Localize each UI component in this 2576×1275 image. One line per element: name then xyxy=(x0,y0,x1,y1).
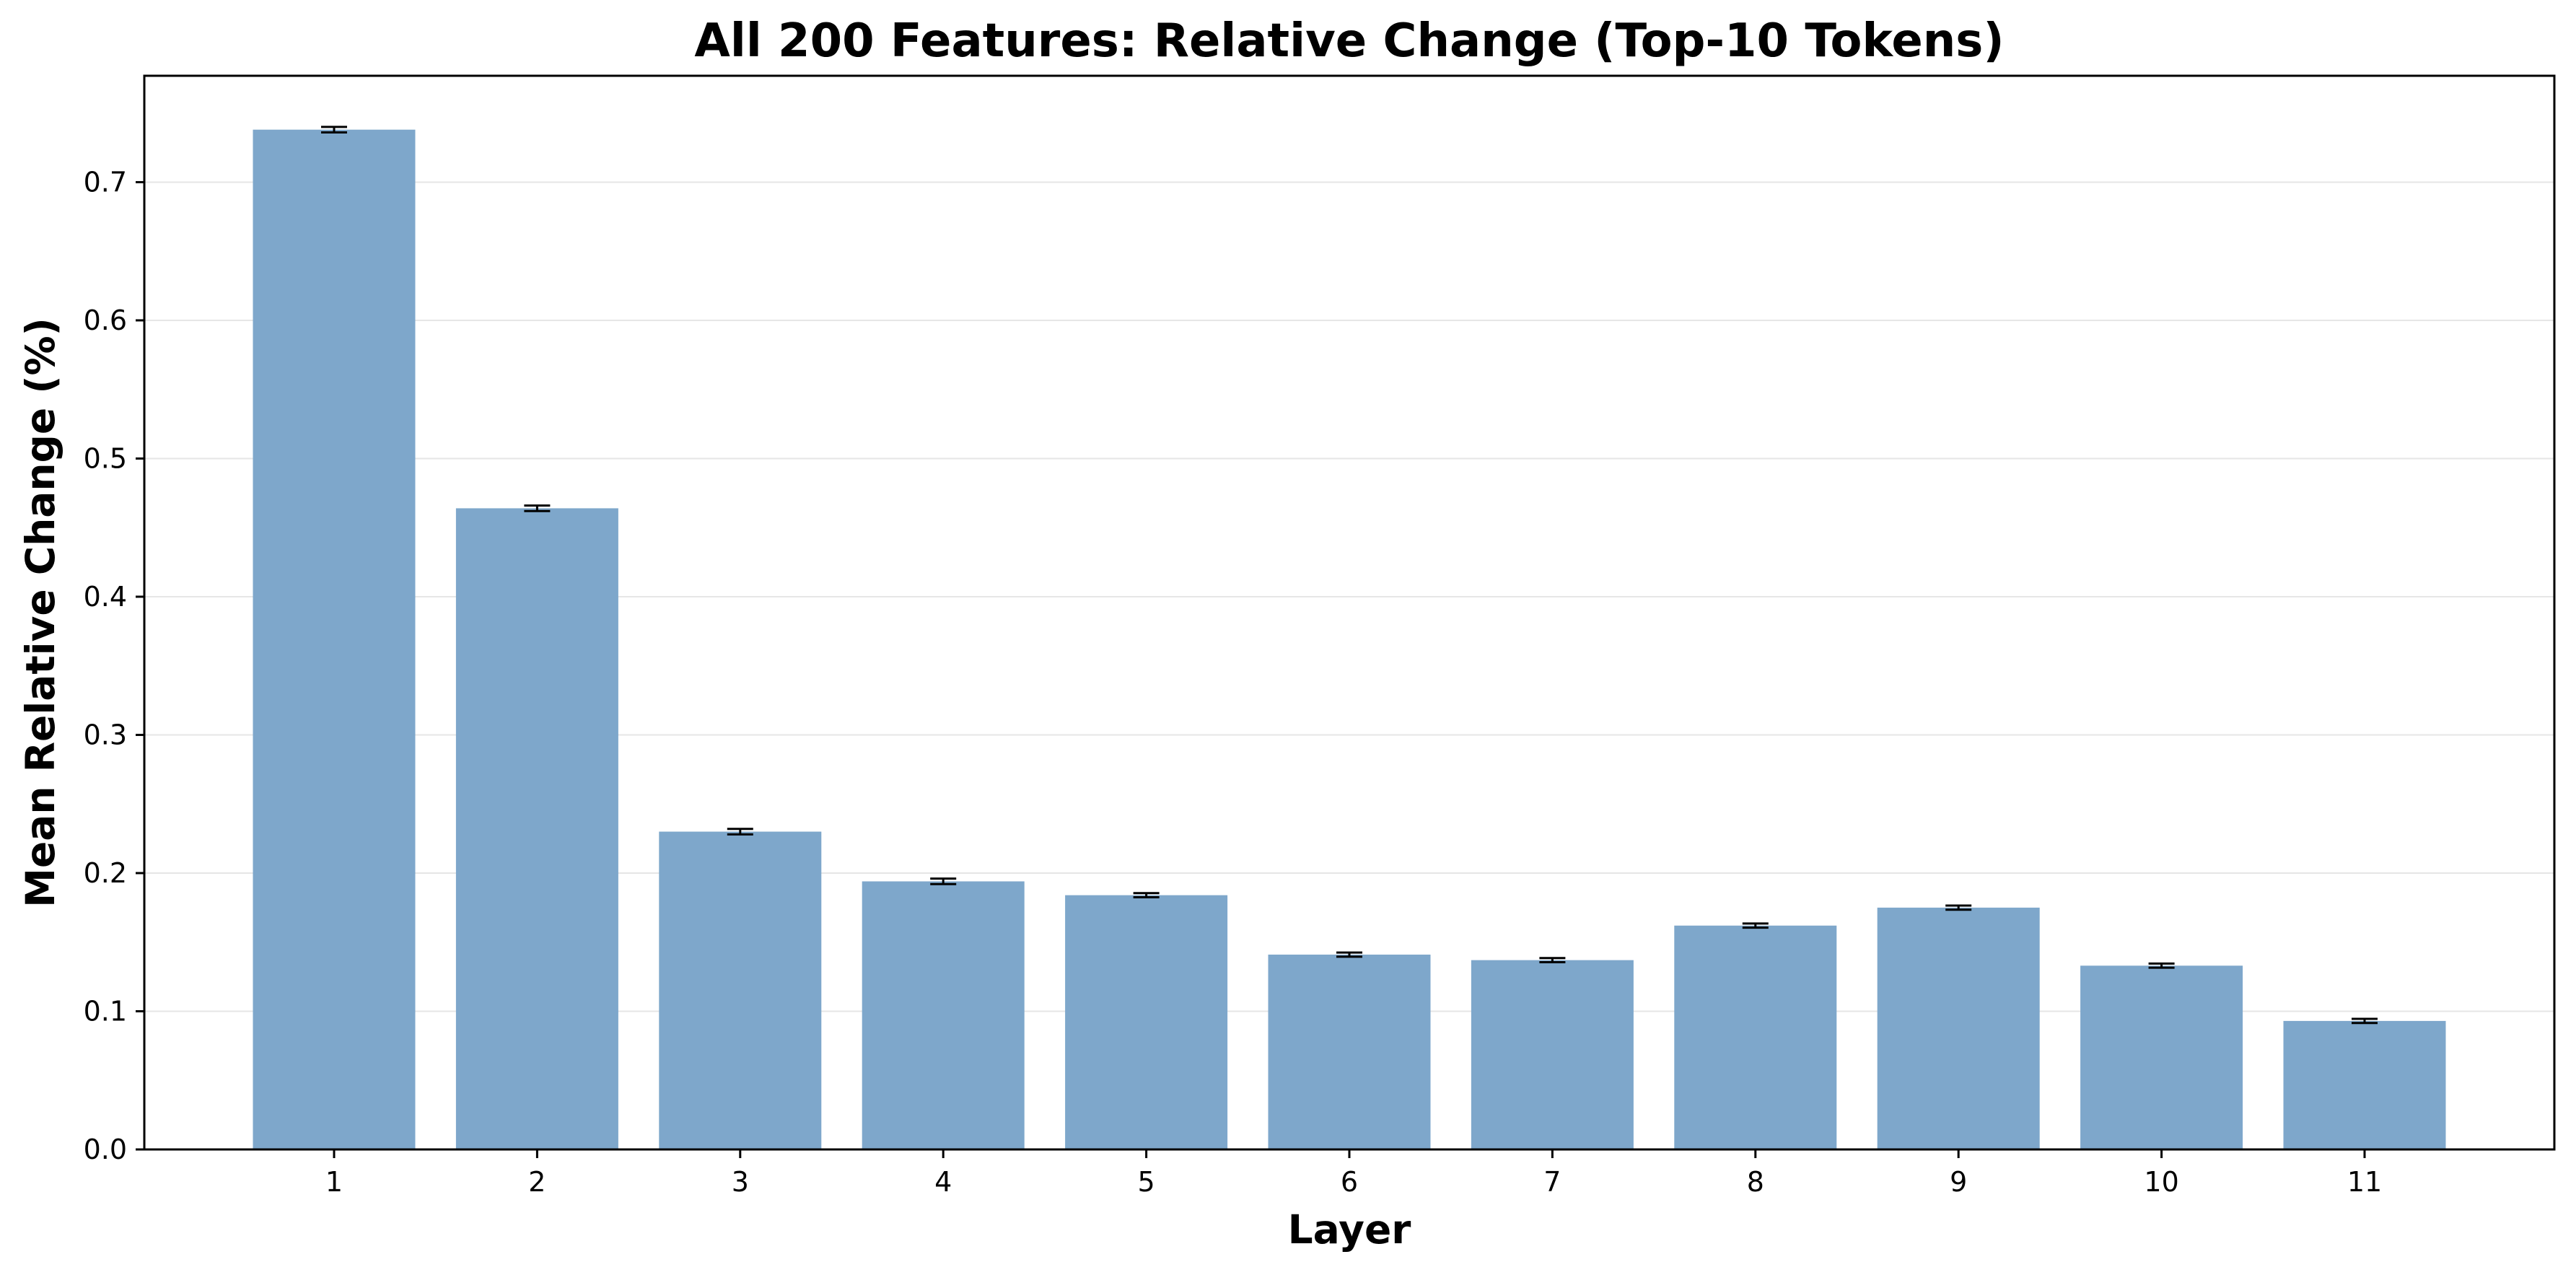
bar-layer-11 xyxy=(2283,1020,2446,1149)
error-bar-layer xyxy=(321,126,2378,1025)
x-tick-label-2: 2 xyxy=(528,1166,546,1198)
error-bar-3 xyxy=(727,828,753,836)
error-bar-9 xyxy=(1945,904,1972,911)
bar-layer xyxy=(253,129,2446,1149)
bar-layer-4 xyxy=(862,881,1025,1149)
error-bar-2 xyxy=(524,504,551,512)
error-bar-8 xyxy=(1742,922,1769,929)
y-tick-label-7: 0.7 xyxy=(84,166,127,198)
error-bar-7 xyxy=(1539,957,1566,964)
error-bar-4 xyxy=(930,877,957,885)
y-tick-label-0: 0.0 xyxy=(84,1134,127,1165)
bar-layer-1 xyxy=(253,129,416,1149)
x-tick-label-11: 11 xyxy=(2347,1166,2382,1198)
y-tick-label-2: 0.2 xyxy=(84,857,127,889)
y-axis-label: Mean Relative Change (%) xyxy=(17,317,63,908)
bar-layer-5 xyxy=(1065,895,1228,1149)
x-tick-label-9: 9 xyxy=(1950,1166,1967,1198)
x-tick-label-6: 6 xyxy=(1341,1166,1358,1198)
x-tick-label-5: 5 xyxy=(1138,1166,1155,1198)
bar-layer-6 xyxy=(1268,954,1431,1149)
y-tick-label-4: 0.4 xyxy=(84,581,127,613)
bar-layer-8 xyxy=(1674,925,1837,1149)
error-bar-10 xyxy=(2148,962,2175,969)
y-tick-label-1: 0.1 xyxy=(84,995,127,1027)
y-tick-layer: 0.0 0.1 0.2 0.3 0.4 0.5 0.6 0.7 xyxy=(84,166,144,1165)
x-tick-label-8: 8 xyxy=(1747,1166,1764,1198)
error-bar-1 xyxy=(321,126,347,134)
bar-layer-10 xyxy=(2080,965,2243,1149)
bar-layer-2 xyxy=(455,508,618,1149)
x-tick-label-4: 4 xyxy=(934,1166,952,1198)
error-bar-6 xyxy=(1336,951,1362,958)
x-axis-label: Layer xyxy=(1288,1206,1411,1253)
y-tick-label-3: 0.3 xyxy=(84,719,127,750)
y-tick-label-5: 0.5 xyxy=(84,442,127,474)
x-tick-label-3: 3 xyxy=(732,1166,749,1198)
y-tick-label-6: 0.6 xyxy=(84,304,127,336)
x-tick-layer: 1 2 3 4 5 6 7 8 9 10 11 xyxy=(325,1149,2382,1198)
bar-layer-9 xyxy=(1877,907,2040,1149)
bar-layer-7 xyxy=(1471,960,1634,1149)
chart-title: All 200 Features: Relative Change (Top-1… xyxy=(694,14,2004,68)
x-tick-label-10: 10 xyxy=(2144,1166,2178,1198)
error-bar-5 xyxy=(1133,892,1160,899)
x-tick-label-1: 1 xyxy=(325,1166,343,1198)
x-tick-label-7: 7 xyxy=(1543,1166,1561,1198)
bar-layer-3 xyxy=(659,831,822,1149)
error-bar-11 xyxy=(2352,1017,2378,1025)
